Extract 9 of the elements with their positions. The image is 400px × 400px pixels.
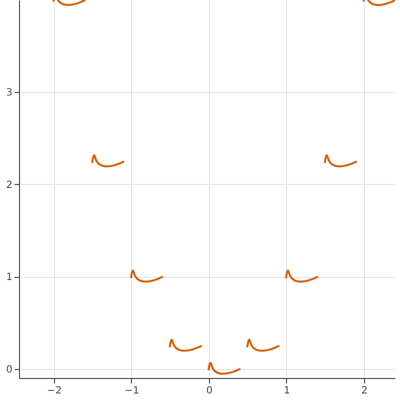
y-tick-label: 3 [6,88,12,99]
x-tick-label: −1 [124,386,140,396]
x-tick-label: 0 [206,386,213,396]
x-tick-label: −2 [47,386,62,396]
x-tick-label: 2 [361,386,368,396]
x-tick-label: 1 [284,386,290,396]
y-tick-label: 2 [6,180,12,191]
y-tick-label: 0 [6,364,12,376]
y-tick-label: 1 [6,272,12,284]
